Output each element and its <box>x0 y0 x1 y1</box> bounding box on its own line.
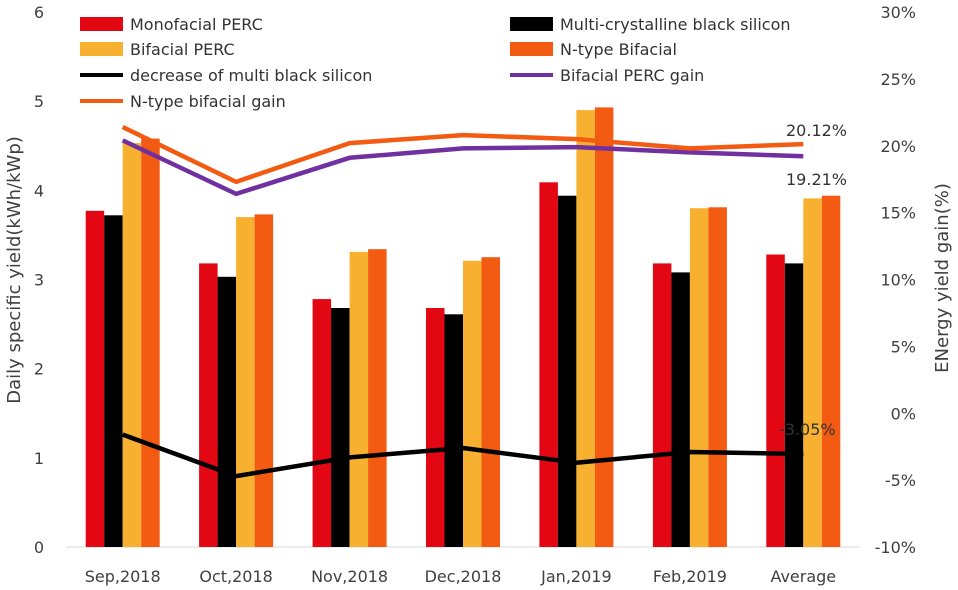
ticks: 0 1 2 3 4 5 6 -10% -5% 0% 5% 10% 15% 20% 25% 30% Sep,201… <box>34 3 916 586</box>
legend-label-decrease-of-multi-black-silicon: decrease of multi black silicon <box>130 66 372 85</box>
bar-monofacial-perc-6 <box>766 254 785 547</box>
y-right-tick-label: 20% <box>880 137 916 156</box>
bar-multi-crystalline-black-silicon-5 <box>671 272 690 547</box>
legend-swatch-multi-crystalline-black-silicon <box>510 17 553 31</box>
bar-multi-crystalline-black-silicon-3 <box>444 314 463 547</box>
lines <box>121 124 804 479</box>
bar-monofacial-perc-4 <box>539 182 558 548</box>
bar-bifacial-perc-0 <box>122 143 142 547</box>
x-tick-label: Feb,2019 <box>653 567 727 586</box>
line-decrease-of-multi-black-silicon <box>121 432 804 479</box>
y-right-tick-label: 0% <box>891 404 916 423</box>
y-right-tick-label: 10% <box>880 271 916 290</box>
bar-n-type-bifacial-5 <box>708 207 727 548</box>
y-left-tick-label: 1 <box>34 449 44 468</box>
line-n-type-bifacial-gain <box>121 124 804 185</box>
bar-n-type-bifacial-2 <box>368 249 387 547</box>
y-left-tick-label: 0 <box>34 538 44 557</box>
y-right-tick-label: 5% <box>891 337 916 356</box>
bar-bifacial-perc-2 <box>349 251 369 547</box>
legend-swatch-n-type-bifacial <box>510 42 553 56</box>
bar-monofacial-perc-1 <box>199 263 218 547</box>
legend-label-n-type-bifacial-gain: N-type bifacial gain <box>130 92 286 111</box>
legend-label-bifacial-perc-gain: Bifacial PERC gain <box>560 66 704 85</box>
bar-n-type-bifacial-3 <box>481 257 500 547</box>
bar-bifacial-perc-3 <box>463 260 482 547</box>
bars <box>85 107 841 548</box>
y-right-tick-label: 30% <box>880 3 916 22</box>
y-right-tick-label: 15% <box>880 204 916 223</box>
annotation-bifacial-perc-gain: 19.21% <box>786 170 847 189</box>
bar-n-type-bifacial-4 <box>594 107 614 548</box>
y-left-tick-label: 6 <box>34 3 44 22</box>
legend-swatch-monofacial-perc <box>80 17 123 31</box>
bar-bifacial-perc-6 <box>803 198 822 547</box>
x-tick-label: Sep,2018 <box>85 567 161 586</box>
bar-n-type-bifacial-6 <box>821 195 841 547</box>
bar-n-type-bifacial-1 <box>254 214 274 547</box>
x-tick-label: Jan,2019 <box>540 567 611 586</box>
legend-label-n-type-bifacial: N-type Bifacial <box>560 40 677 59</box>
y-left-tick-label: 3 <box>34 271 44 290</box>
legend-label-bifacial-perc: Bifacial PERC <box>130 40 235 59</box>
bar-monofacial-perc-2 <box>312 299 332 547</box>
bar-multi-crystalline-black-silicon-6 <box>784 263 804 547</box>
y-right-tick-label: 25% <box>880 70 916 89</box>
y-right-tick-label: -5% <box>885 471 916 490</box>
bar-bifacial-perc-1 <box>236 217 255 547</box>
bar-multi-crystalline-black-silicon-2 <box>331 308 350 547</box>
x-tick-label: Oct,2018 <box>199 567 272 586</box>
x-tick-label: Nov,2018 <box>311 567 388 586</box>
y-left-tick-label: 5 <box>34 92 44 111</box>
annotation-multi-decrease: -3.05% <box>779 420 836 439</box>
legend-swatch-bifacial-perc <box>80 42 123 56</box>
x-tick-label: Average <box>770 567 836 586</box>
bar-bifacial-perc-5 <box>689 208 709 547</box>
line-bifacial-perc-gain <box>121 138 804 197</box>
legend-label-monofacial-perc: Monofacial PERC <box>130 15 263 34</box>
bar-multi-crystalline-black-silicon-4 <box>557 195 577 547</box>
annotation-n-type-gain: 20.12% <box>786 121 847 140</box>
legend: Monofacial PERC Multi-crystalline black s… <box>80 15 791 111</box>
y-right-tick-label: -10% <box>875 538 916 557</box>
y-left-tick-label: 2 <box>34 360 44 379</box>
bar-multi-crystalline-black-silicon-1 <box>217 276 237 547</box>
bar-monofacial-perc-3 <box>426 308 445 547</box>
y-axis-left-title: Daily specific yield(kWh/kWp) <box>4 136 25 404</box>
legend-label-multi-crystalline-black-silicon: Multi-crystalline black silicon <box>560 15 791 34</box>
x-tick-label: Dec,2018 <box>425 567 502 586</box>
y-axis-right-title: ENergy yield gain(%) <box>932 183 953 373</box>
bar-bifacial-perc-4 <box>576 110 595 547</box>
bar-monofacial-perc-5 <box>652 263 672 547</box>
bar-monofacial-perc-0 <box>85 210 105 548</box>
bar-multi-crystalline-black-silicon-0 <box>104 215 123 548</box>
bar-n-type-bifacial-0 <box>141 138 160 547</box>
y-left-tick-label: 4 <box>34 181 44 200</box>
